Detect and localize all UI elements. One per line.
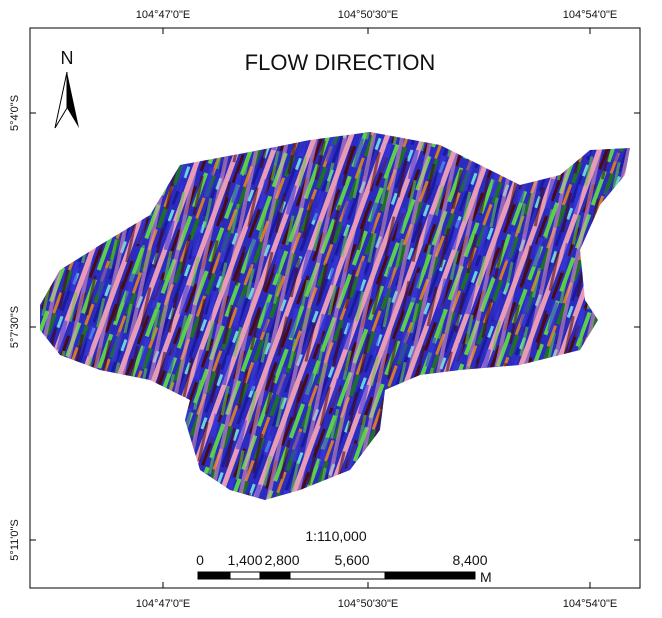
scale-label: 8,400	[452, 552, 487, 568]
scale-label: 0	[196, 552, 204, 568]
longitude-label: 104°47'0"E	[136, 9, 190, 21]
map-layout: FLOW DIRECTION N 1:110,000 0 1,400 2,800…	[0, 0, 662, 613]
latitude-label: 5°7'30"S	[9, 306, 21, 348]
north-label: N	[61, 48, 74, 68]
scale-unit: M	[480, 569, 492, 585]
scale-ratio: 1:110,000	[305, 528, 366, 544]
longitude-label: 104°54'0"E	[563, 9, 617, 21]
page: {"title": "FLOW DIRECTION", "north": "N"…	[0, 0, 662, 613]
scale-label: 2,800	[264, 552, 299, 568]
scale-bar	[198, 572, 475, 579]
scale-label: 1,400	[227, 552, 262, 568]
map-title: FLOW DIRECTION	[245, 50, 436, 75]
longitude-label: 104°54'0"E	[563, 598, 617, 610]
longitude-label: 104°47'0"E	[136, 598, 190, 610]
latitude-label: 5°4'0"S	[9, 95, 21, 131]
longitude-label: 104°50'30"E	[338, 598, 399, 610]
latitude-label: 5°11'0"S	[9, 519, 21, 560]
scale-label: 5,600	[334, 552, 369, 568]
longitude-label: 104°50'30"E	[338, 9, 399, 21]
